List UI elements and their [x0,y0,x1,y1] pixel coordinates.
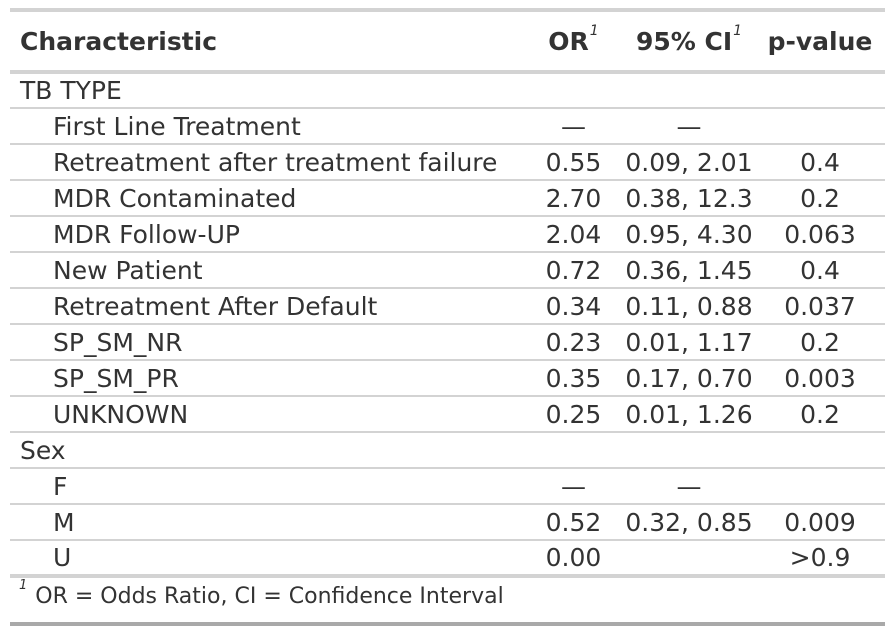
row-p [755,468,885,505]
regression-table-container: Characteristic OR1 95% CI1 p-value TB TY… [10,8,885,578]
row-p: 0.063 [755,216,885,253]
table-row: F — — [10,468,885,505]
group-label: TB TYPE [10,72,524,109]
row-p: 0.003 [755,360,885,397]
row-ci: 0.01, 1.17 [623,324,755,361]
header-characteristic: Characteristic [20,26,218,56]
table-header-row: Characteristic OR1 95% CI1 p-value [10,10,885,72]
row-or: 2.70 [524,180,623,217]
header-ci-footnote-mark: 1 [733,22,743,39]
header-or-footnote-mark: 1 [589,22,599,39]
table-row: M 0.52 0.32, 0.85 0.009 [10,504,885,541]
row-or: 0.55 [524,144,623,181]
row-ci: 0.01, 1.26 [623,396,755,433]
row-ci: 0.17, 0.70 [623,360,755,397]
row-label: F [10,468,524,505]
row-p: 0.2 [755,396,885,433]
row-label: M [10,504,524,541]
row-or: 0.35 [524,360,623,397]
row-label: Retreatment After Default [10,288,524,325]
regression-table: Characteristic OR1 95% CI1 p-value TB TY… [10,8,885,578]
row-or: 0.25 [524,396,623,433]
row-label: UNKNOWN [10,396,524,433]
row-label: First Line Treatment [10,108,524,145]
row-or: 0.00 [524,540,623,578]
row-ci: — [623,108,755,145]
row-label: New Patient [10,252,524,289]
table-row: UNKNOWN 0.25 0.01, 1.26 0.2 [10,396,885,433]
row-label: SP_SM_PR [10,360,524,397]
row-p: 0.4 [755,144,885,181]
row-p: 0.2 [755,180,885,217]
row-label: Retreatment after treatment failure [10,144,524,181]
table-row: Retreatment After Default 0.34 0.11, 0.8… [10,288,885,325]
row-ci: 0.36, 1.45 [623,252,755,289]
table-row: Retreatment after treatment failure 0.55… [10,144,885,181]
row-ci: 0.11, 0.88 [623,288,755,325]
row-or: 2.04 [524,216,623,253]
row-p [755,108,885,145]
header-or: OR1 [548,22,599,56]
table-row: SP_SM_PR 0.35 0.17, 0.70 0.003 [10,360,885,397]
row-p: 0.2 [755,324,885,361]
row-or: 0.52 [524,504,623,541]
row-or: 0.34 [524,288,623,325]
footnote-text: OR = Odds Ratio, CI = Confidence Interva… [35,584,504,609]
header-p-value: p-value [767,26,873,56]
header-ci: 95% CI1 [635,22,743,56]
row-p: 0.4 [755,252,885,289]
group-label: Sex [10,432,524,469]
row-p: >0.9 [755,540,885,578]
row-ci: 0.95, 4.30 [623,216,755,253]
row-or: 0.72 [524,252,623,289]
row-ci: 0.38, 12.3 [623,180,755,217]
table-row: New Patient 0.72 0.36, 1.45 0.4 [10,252,885,289]
row-p: 0.037 [755,288,885,325]
table-row: MDR Contaminated 2.70 0.38, 12.3 0.2 [10,180,885,217]
group-row-tb-type: TB TYPE [10,72,885,109]
row-p: 0.009 [755,504,885,541]
row-label: U [10,540,524,578]
row-or: 0.23 [524,324,623,361]
row-ci: 0.32, 0.85 [623,504,755,541]
table-row: SP_SM_NR 0.23 0.01, 1.17 0.2 [10,324,885,361]
row-ci: — [623,468,755,505]
row-ci: 0.09, 2.01 [623,144,755,181]
table-body: TB TYPE First Line Treatment — — Retreat… [10,72,885,578]
bottom-rule [10,622,885,626]
row-label: MDR Follow-UP [10,216,524,253]
row-label: MDR Contaminated [10,180,524,217]
row-or: — [524,108,623,145]
footnote-mark: 1 [19,578,28,593]
table-row: First Line Treatment — — [10,108,885,145]
table-footnote: 1 OR = Odds Ratio, CI = Confidence Interv… [18,578,504,609]
row-label: SP_SM_NR [10,324,524,361]
table-row: MDR Follow-UP 2.04 0.95, 4.30 0.063 [10,216,885,253]
table-row: U 0.00 >0.9 [10,540,885,578]
row-ci [623,540,755,578]
row-or: — [524,468,623,505]
group-row-sex: Sex [10,432,885,469]
